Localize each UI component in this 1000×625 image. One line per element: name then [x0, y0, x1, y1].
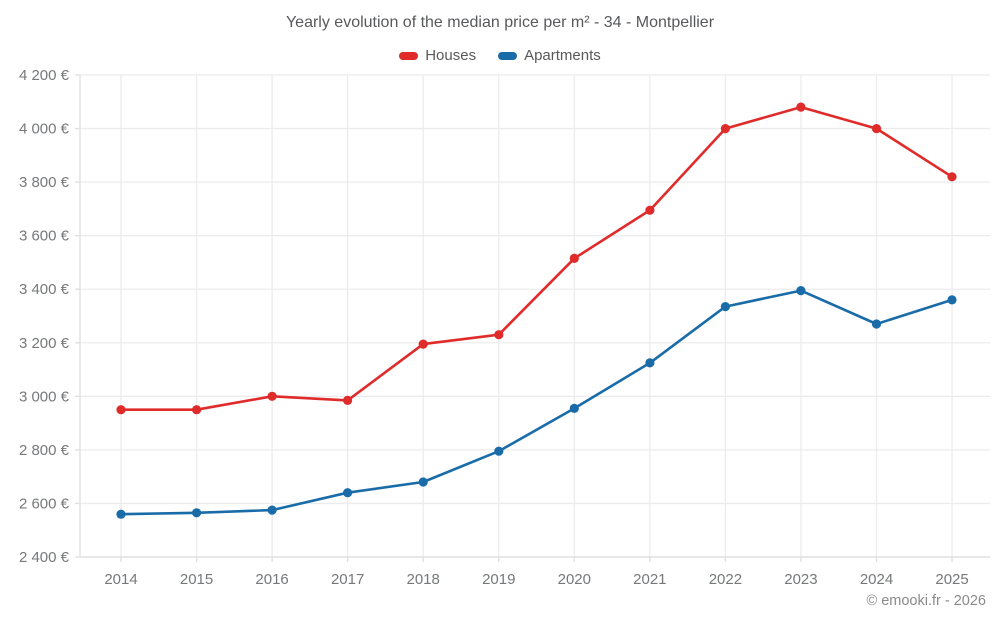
y-tick-label: 2 400 € — [19, 549, 70, 566]
apartments-point-2016[interactable] — [267, 505, 277, 515]
legend-item-houses[interactable]: Houses — [399, 47, 476, 64]
x-tick-label: 2016 — [255, 571, 288, 588]
houses-legend-label: Houses — [425, 47, 477, 64]
houses-point-2014[interactable] — [116, 405, 126, 415]
legend-item-apartments[interactable]: Apartments — [498, 47, 601, 64]
x-tick-label: 2015 — [180, 571, 213, 588]
y-tick-label: 2 600 € — [19, 495, 70, 512]
x-tick-label: 2018 — [407, 571, 440, 588]
houses-point-2017[interactable] — [343, 395, 353, 405]
x-tick-label: 2019 — [482, 571, 515, 588]
houses-point-2022[interactable] — [720, 124, 731, 134]
x-tick-label: 2021 — [633, 571, 666, 588]
apartments-point-2015[interactable] — [192, 508, 202, 518]
apartments-point-2022[interactable] — [720, 302, 731, 312]
y-tick-label: 3 400 € — [19, 281, 70, 298]
apartments-point-2021[interactable] — [645, 358, 655, 368]
houses-line — [119, 105, 954, 411]
houses-legend-swatch — [399, 51, 419, 60]
y-tick-label: 4 200 € — [19, 67, 70, 84]
apartments-line — [119, 289, 954, 516]
apartments-point-2018[interactable] — [418, 477, 428, 487]
apartments-legend-swatch — [498, 51, 518, 60]
apartments-point-2014[interactable] — [116, 509, 126, 519]
x-tick-label: 2024 — [860, 571, 893, 588]
apartments-point-2017[interactable] — [343, 488, 353, 498]
apartments-point-2019[interactable] — [494, 446, 504, 456]
y-tick-label: 3 200 € — [19, 335, 70, 352]
houses-point-2018[interactable] — [418, 339, 428, 349]
chart-title: Yearly evolution of the median price per… — [285, 14, 715, 31]
houses-point-2025[interactable] — [947, 172, 957, 182]
apartments-point-2020[interactable] — [569, 403, 579, 413]
x-tick-label: 2023 — [784, 571, 817, 588]
y-tick-label: 4 000 € — [19, 121, 70, 138]
houses-point-2015[interactable] — [192, 405, 202, 415]
houses-point-2020[interactable] — [569, 253, 579, 263]
x-tick-label: 2020 — [558, 571, 591, 588]
houses-point-2016[interactable] — [267, 391, 277, 401]
x-tick-label: 2025 — [935, 571, 968, 588]
y-tick-label: 3 600 € — [19, 228, 70, 245]
apartments-point-2023[interactable] — [796, 286, 806, 296]
x-tick-label: 2014 — [104, 571, 137, 588]
houses-point-2021[interactable] — [645, 205, 655, 215]
apartments-point-2024[interactable] — [871, 319, 882, 329]
x-tick-label: 2017 — [331, 571, 364, 588]
apartments-point-2025[interactable] — [947, 295, 957, 305]
chart-legend: Houses Apartments — [0, 47, 1000, 64]
copyright-footer: © emooki.fr - 2026 — [866, 593, 986, 609]
y-tick-label: 2 800 € — [19, 442, 70, 459]
apartments-legend-label: Apartments — [524, 47, 601, 64]
x-tick-label: 2022 — [709, 571, 742, 588]
houses-point-2019[interactable] — [494, 330, 504, 340]
y-tick-label: 3 000 € — [19, 388, 70, 405]
y-tick-label: 3 800 € — [19, 174, 70, 191]
houses-point-2024[interactable] — [871, 124, 882, 134]
houses-point-2023[interactable] — [796, 102, 806, 112]
